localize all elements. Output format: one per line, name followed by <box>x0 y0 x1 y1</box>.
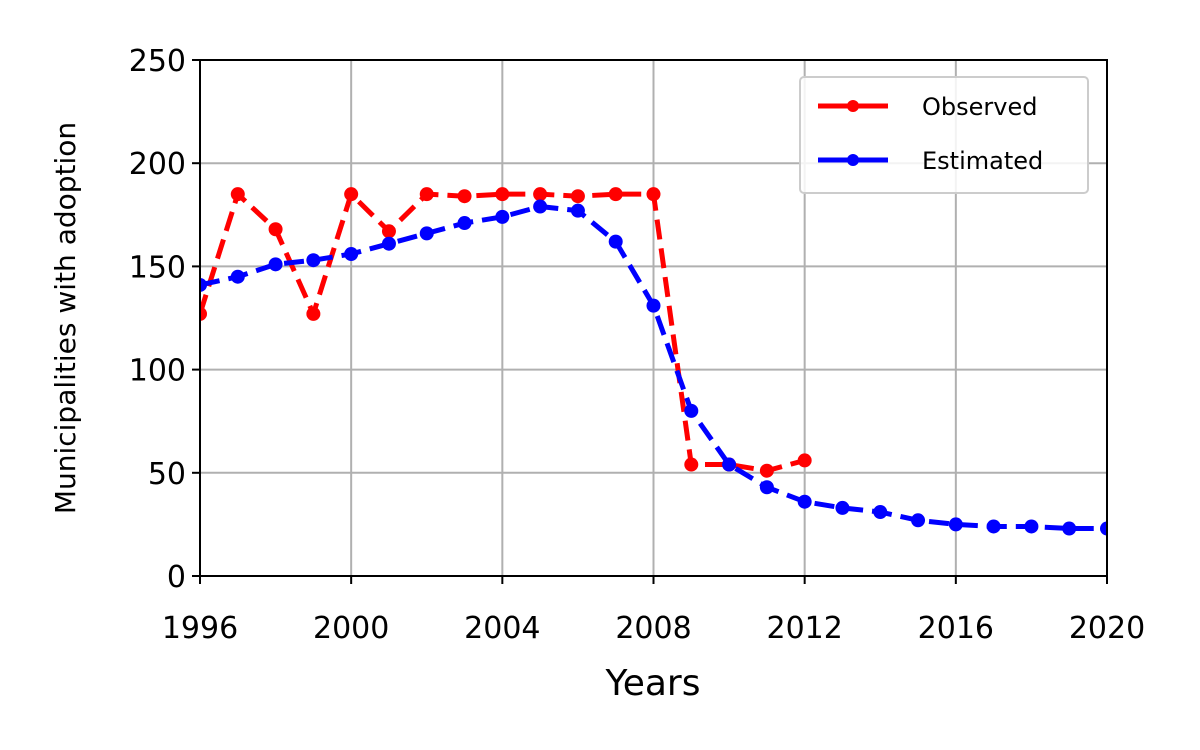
data-point-estimated <box>419 226 434 241</box>
data-point-observed <box>797 453 812 468</box>
x-tick-label: 1996 <box>162 611 238 646</box>
series-estimated <box>200 199 1107 536</box>
y-tick-label: 200 <box>129 147 186 182</box>
data-point-estimated <box>873 505 888 520</box>
data-point-observed <box>230 187 245 202</box>
data-point-observed <box>570 189 585 204</box>
data-point-observed <box>646 187 661 202</box>
data-point-observed <box>759 463 774 478</box>
data-point-estimated <box>835 500 850 515</box>
data-point-observed <box>200 306 207 321</box>
y-axis-label: Municipalities with adoption <box>49 122 82 514</box>
x-axis-label: Years <box>605 663 701 704</box>
x-tick-label: 2016 <box>918 611 994 646</box>
x-tick-label: 2004 <box>464 611 540 646</box>
data-point-estimated <box>457 216 472 231</box>
legend: Observed Estimated <box>799 76 1089 194</box>
data-point-estimated <box>268 257 283 272</box>
data-point-estimated <box>948 517 963 532</box>
data-point-observed <box>268 222 283 237</box>
data-point-estimated <box>759 480 774 495</box>
data-point-estimated <box>381 236 396 251</box>
data-point-observed <box>344 187 359 202</box>
series-layer <box>200 187 1107 536</box>
legend-item-estimated: Estimated <box>818 147 1043 175</box>
data-point-estimated <box>646 298 661 313</box>
data-point-observed <box>495 187 510 202</box>
data-point-observed <box>684 457 699 472</box>
data-point-observed <box>419 187 434 202</box>
data-point-observed <box>533 187 548 202</box>
y-tick-label: 0 <box>167 560 186 595</box>
data-point-estimated <box>1062 521 1077 536</box>
y-tick-label: 250 <box>129 44 186 79</box>
series-line-observed <box>200 191 806 474</box>
x-tick-label: 2020 <box>1069 611 1145 646</box>
data-point-estimated <box>230 269 245 284</box>
data-point-estimated <box>1024 519 1039 534</box>
x-tick-label: 2000 <box>313 611 389 646</box>
data-point-estimated <box>533 199 548 214</box>
x-tick-label: 2008 <box>615 611 691 646</box>
legend-item-observed: Observed <box>818 93 1037 121</box>
y-tick-label: 150 <box>129 250 186 285</box>
data-point-estimated <box>684 403 699 418</box>
y-tick-label: 100 <box>129 354 186 389</box>
data-point-observed <box>608 187 623 202</box>
data-point-estimated <box>911 513 926 528</box>
data-point-estimated <box>608 234 623 249</box>
y-tick-label: 50 <box>148 457 186 492</box>
data-point-estimated <box>570 203 585 218</box>
legend-marker-estimated <box>847 154 859 166</box>
data-point-estimated <box>797 494 812 509</box>
data-point-estimated <box>344 247 359 262</box>
x-tick-label: 2012 <box>766 611 842 646</box>
data-point-observed <box>457 189 472 204</box>
legend-label-observed: Observed <box>922 93 1037 121</box>
data-point-estimated <box>306 253 321 268</box>
data-point-estimated <box>722 457 737 472</box>
data-point-observed <box>381 224 396 239</box>
axis-ticks: 1996 2000 2004 2008 2012 2016 2020 0 50 100 150 200… <box>129 44 1145 646</box>
data-point-observed <box>306 306 321 321</box>
legend-label-estimated: Estimated <box>922 147 1043 175</box>
data-point-estimated <box>495 209 510 224</box>
data-point-estimated <box>200 277 207 292</box>
data-point-estimated <box>1100 521 1107 536</box>
data-point-estimated <box>986 519 1001 534</box>
legend-marker-observed <box>847 100 859 112</box>
